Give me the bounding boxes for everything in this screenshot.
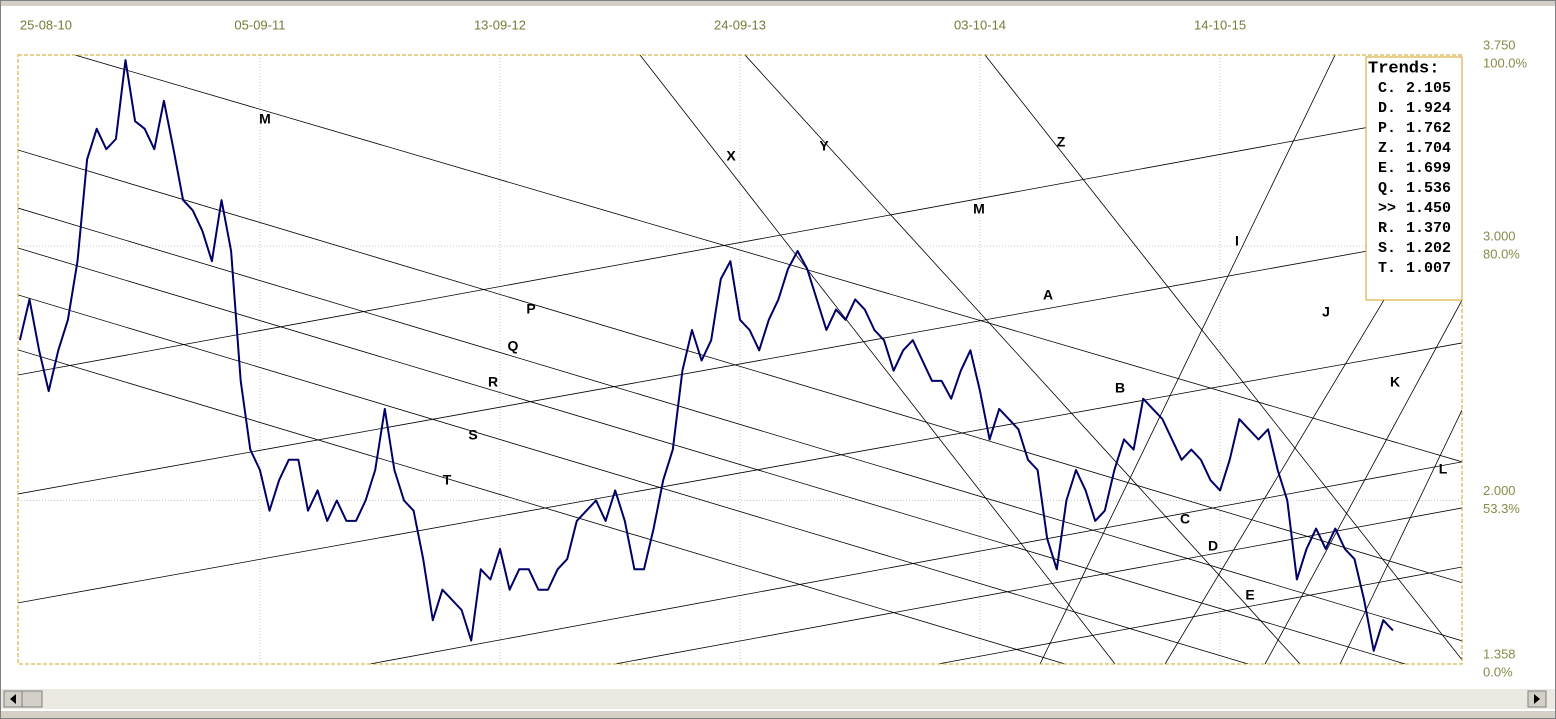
trend-name: T. xyxy=(1378,260,1396,277)
trend-line-label: Q xyxy=(508,338,519,354)
trend-line-label: L xyxy=(1439,461,1448,477)
trend-line xyxy=(18,207,1462,642)
trend-line xyxy=(18,109,1462,376)
trend-line xyxy=(369,461,1462,664)
y-tick-percent: 0.0% xyxy=(1483,664,1513,679)
plot-border xyxy=(17,54,1463,665)
trend-name: D. xyxy=(1378,100,1396,117)
trend-value: 1.370 xyxy=(1406,220,1451,237)
trend-line-label: R xyxy=(488,374,498,390)
y-tick-label: 2.000 xyxy=(1483,483,1516,498)
y-tick-percent: 80.0% xyxy=(1483,246,1520,261)
scroll-right-arrow xyxy=(1534,694,1540,704)
trend-name: P. xyxy=(1378,120,1396,137)
trend-name: Z. xyxy=(1378,140,1396,157)
trend-value: 1.536 xyxy=(1406,180,1451,197)
trend-value: 1.450 xyxy=(1406,200,1451,217)
trend-line xyxy=(18,149,1462,584)
trend-line-label: J xyxy=(1322,304,1330,320)
x-tick-label: 24-09-13 xyxy=(714,17,766,32)
trend-line xyxy=(1339,409,1462,664)
scrollbar[interactable] xyxy=(1,689,1555,709)
trend-line-label: I xyxy=(1235,233,1239,249)
trend-name: >> xyxy=(1378,200,1396,217)
trend-line xyxy=(18,349,1066,664)
trend-value: 2.105 xyxy=(1406,80,1451,97)
trend-line-label: A xyxy=(1043,287,1053,303)
y-tick-label: 1.358 xyxy=(1483,646,1516,661)
scroll-left-arrow xyxy=(10,694,16,704)
trend-line-label: C xyxy=(1180,511,1190,527)
trend-line xyxy=(1039,55,1336,664)
trend-line xyxy=(639,55,1116,664)
trends-box: Trends: C. 2.105 D. 1.924 P. 1.762 Z. 1.704 E. 1.… xyxy=(1365,56,1463,301)
trend-name: S. xyxy=(1378,240,1396,257)
x-tick-label: 13-09-12 xyxy=(474,17,526,32)
trend-value: 1.762 xyxy=(1406,120,1451,137)
trend-line xyxy=(74,55,1462,463)
trend-line-label: M xyxy=(973,201,985,217)
trend-line-label: T xyxy=(443,472,452,488)
trend-line xyxy=(18,233,1462,495)
trend-line-label: K xyxy=(1390,374,1400,390)
y-tick-label: 3.750 xyxy=(1483,37,1516,52)
trends-title: Trends: xyxy=(1368,59,1439,78)
trend-line-label: E xyxy=(1245,587,1254,603)
trend-line-label: Y xyxy=(819,138,829,154)
x-tick-label: 05-09-11 xyxy=(234,17,285,32)
trends-box-frame xyxy=(1365,56,1463,301)
trend-line xyxy=(1264,299,1462,664)
x-tick-label: 03-10-14 xyxy=(954,17,1006,32)
trend-line-label: X xyxy=(726,148,736,164)
trend-value: 1.202 xyxy=(1406,240,1451,257)
trend-line xyxy=(18,247,1406,664)
status-bar xyxy=(1,711,1555,718)
x-tick-label: 25-08-10 xyxy=(20,17,72,32)
trend-line-label: D xyxy=(1208,538,1218,554)
trend-line-label: M xyxy=(259,111,271,127)
scroll-thumb[interactable] xyxy=(21,690,43,708)
trend-value: 1.704 xyxy=(1406,140,1451,157)
trend-name: R. xyxy=(1378,220,1396,237)
trend-line xyxy=(744,55,1301,664)
trend-line xyxy=(18,342,1462,604)
trend-value: 1.924 xyxy=(1406,100,1451,117)
trend-line-label: S xyxy=(468,427,477,443)
window-top-bar xyxy=(1,1,1555,6)
trend-name: C. xyxy=(1378,80,1396,97)
trend-line xyxy=(614,507,1462,664)
trend-value: 1.699 xyxy=(1406,160,1451,177)
trend-name: E. xyxy=(1378,160,1396,177)
trend-line xyxy=(984,55,1462,661)
y-tick-label: 3.000 xyxy=(1483,228,1516,243)
y-tick-percent: 53.3% xyxy=(1483,501,1520,516)
price-line xyxy=(18,59,1394,652)
trend-line-label: B xyxy=(1115,380,1125,396)
trend-line-label: Z xyxy=(1057,134,1066,150)
x-tick-label: 14-10-15 xyxy=(1194,17,1246,32)
y-tick-percent: 100.0% xyxy=(1483,55,1528,70)
trend-value: 1.007 xyxy=(1406,260,1451,277)
trend-line xyxy=(18,294,1249,664)
trend-name: Q. xyxy=(1378,180,1396,197)
trend-line-label: P xyxy=(526,301,535,317)
trend-line xyxy=(937,566,1462,664)
scrollbar-track xyxy=(1,689,1555,709)
